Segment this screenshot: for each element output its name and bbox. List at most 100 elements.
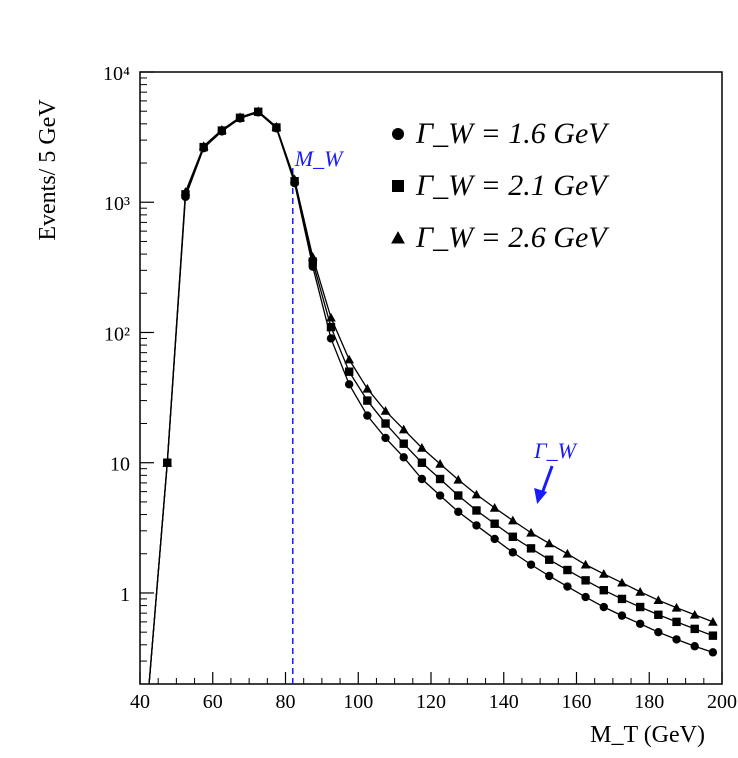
data-point [689, 609, 700, 619]
data-point [690, 624, 699, 634]
data-point [617, 594, 627, 604]
legend-marker [392, 128, 404, 140]
data-point [326, 312, 336, 322]
data-point [672, 617, 681, 627]
data-point [472, 521, 481, 530]
y-tick-label: 10⁴ [103, 63, 130, 85]
y-tick-label: 1 [120, 584, 130, 606]
data-point [581, 592, 590, 602]
plot-frame [139, 71, 723, 685]
data-point [581, 576, 590, 585]
data-point [490, 519, 499, 528]
data-point [326, 334, 336, 343]
data-point [417, 474, 427, 484]
data-point [363, 396, 372, 405]
data-point [708, 617, 718, 626]
legend-entry: Γ_W = 2.6 GeV [415, 221, 610, 254]
data-point [690, 642, 699, 651]
data-point [545, 555, 554, 564]
legend-entry: Γ_W = 2.1 GeV [415, 169, 610, 202]
data-point [526, 544, 536, 553]
data-point [599, 602, 608, 612]
data-point [435, 474, 445, 484]
data-point [363, 411, 372, 420]
data-point [508, 515, 518, 525]
data-point [399, 439, 408, 448]
y-axis-label: Events/ 5 GeV [35, 99, 61, 241]
data-point [563, 582, 572, 591]
data-point [635, 619, 645, 628]
data-point [344, 354, 354, 364]
x-tick-label: 180 [634, 691, 664, 713]
data-point [454, 491, 463, 500]
data-point [654, 610, 663, 619]
data-point [344, 380, 354, 389]
x-tick-label: 120 [416, 691, 446, 713]
data-point [635, 602, 645, 612]
x-tick-label: 40 [130, 691, 150, 713]
data-point [217, 124, 227, 134]
x-tick-label: 160 [562, 691, 592, 713]
data-point [599, 586, 608, 595]
x-tick-label: 80 [276, 691, 296, 713]
data-point [289, 174, 300, 184]
gw-label: Γ_W [533, 438, 578, 463]
data-point [617, 577, 627, 587]
data-point [307, 252, 318, 261]
data-point [381, 433, 390, 443]
x-axis-label: M_T (GeV) [590, 722, 705, 748]
data-point [490, 534, 499, 544]
data-point [708, 648, 718, 657]
data-point [180, 187, 191, 196]
data-point [362, 383, 373, 393]
y-axis: 1 10 10² 10³ 10⁴ [103, 63, 154, 685]
x-tick-label: 140 [489, 691, 519, 713]
x-axis: 40 60 80 100 120 140 160 180 200 [130, 672, 737, 713]
data-point [308, 257, 317, 266]
data-point [398, 424, 409, 434]
data-point [253, 106, 264, 116]
data-point [654, 627, 663, 637]
data-point [617, 611, 627, 620]
mw-label: M_W [294, 146, 344, 171]
data-point [380, 406, 391, 415]
data-point [235, 112, 245, 122]
data-point [417, 443, 427, 452]
y-tick-label: 10³ [104, 193, 130, 215]
series-points [162, 106, 718, 657]
x-tick-label: 60 [203, 691, 223, 713]
data-point [598, 569, 609, 578]
data-point [508, 548, 518, 557]
data-point [508, 532, 518, 541]
data-point [489, 503, 500, 512]
data-point [381, 419, 390, 428]
legend-entry: Γ_W = 1.6 GeV [415, 117, 610, 150]
data-point [271, 121, 282, 131]
legend-marker [391, 231, 405, 244]
data-point [399, 453, 408, 462]
data-point [472, 506, 481, 515]
y-tick-label: 10 [110, 454, 130, 476]
data-point [471, 489, 482, 499]
data-point [545, 571, 554, 581]
legend: Γ_W = 1.6 GeV Γ_W = 2.1 GeV Γ_W = 2.6 GeV [391, 117, 610, 254]
x-tick-label: 100 [343, 691, 373, 713]
data-point [653, 595, 664, 605]
data-point [544, 538, 555, 548]
gw-arrow-head [534, 488, 548, 504]
data-point [671, 602, 682, 612]
x-tick-label: 200 [707, 691, 737, 713]
data-point [526, 527, 536, 537]
data-point [526, 560, 536, 569]
data-point [563, 565, 572, 575]
data-point [417, 458, 427, 467]
data-point [562, 548, 573, 558]
data-point [454, 507, 463, 516]
data-point [435, 491, 445, 500]
annotations: M_W Γ_W [292, 146, 578, 684]
y-tick-label: 10² [104, 323, 130, 345]
legend-marker [392, 180, 404, 192]
data-point [453, 474, 464, 484]
data-point [708, 631, 718, 640]
